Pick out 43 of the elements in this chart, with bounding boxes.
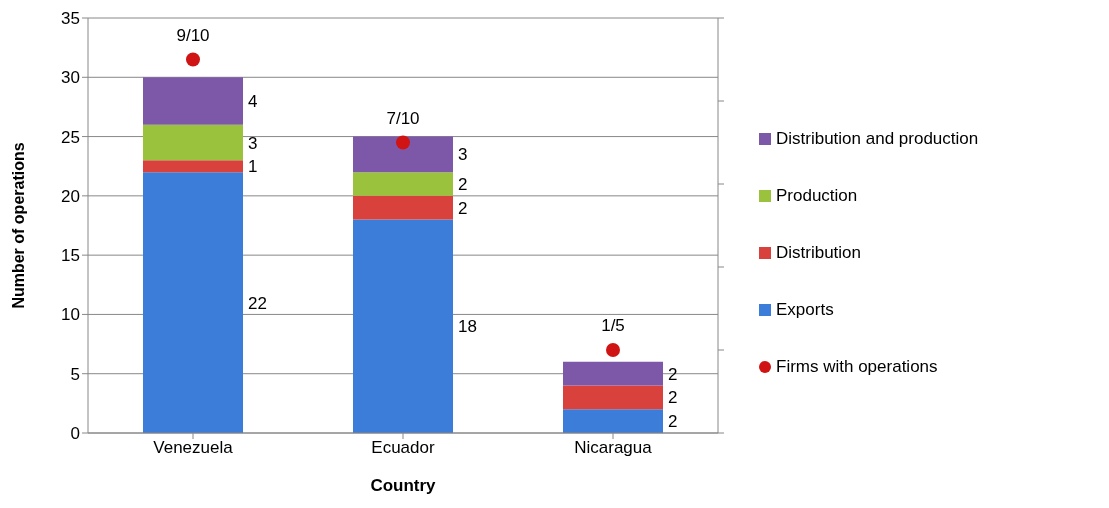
data-label: 4 [248,92,258,112]
y-tick-label: 30 [61,68,80,88]
bar [143,172,243,433]
data-label: 2 [458,198,468,218]
legend-label: Distribution [776,243,862,263]
legend-label: Production [776,186,858,206]
bar [563,409,663,433]
data-label: 9/10 [176,25,210,45]
y-tick-label: 5 [70,364,80,384]
x-tick-label: Ecuador [371,438,435,458]
y-tick-label: 20 [61,186,80,206]
x-tick-label: Venezuela [153,438,234,458]
data-label: 2 [668,388,678,408]
bar [143,160,243,173]
data-label: 3 [458,145,468,165]
legend-label: Firms with operations [776,357,938,377]
data-label: 1/5 [601,316,625,336]
bar [353,172,453,196]
data-label: 3 [248,133,258,153]
bar [563,361,663,386]
legend-label: Exports [776,300,834,320]
bar [143,77,243,125]
y-tick-label: 35 [61,9,80,29]
bar [563,385,663,410]
y-axis-title: Number of operations [9,142,27,309]
y-tick-label: 0 [70,424,80,444]
data-label: 18 [458,317,477,337]
data-label: 2 [668,364,678,384]
legend-label: Distribution and production [776,129,979,149]
bar [143,124,243,161]
x-axis-title: Country [370,476,437,495]
data-label: 22 [248,293,267,313]
y-tick-label: 25 [61,127,80,147]
data-label: 2 [668,412,678,432]
y-tick-label: 15 [61,246,80,266]
data-label: 2 [458,175,468,195]
data-label: 1 [248,157,258,177]
y-tick-label: 10 [61,305,80,325]
bar [353,195,453,220]
bar [353,219,453,433]
x-tick-label: Nicaragua [574,438,653,458]
data-label: 7/10 [386,108,420,128]
bar [353,136,453,173]
